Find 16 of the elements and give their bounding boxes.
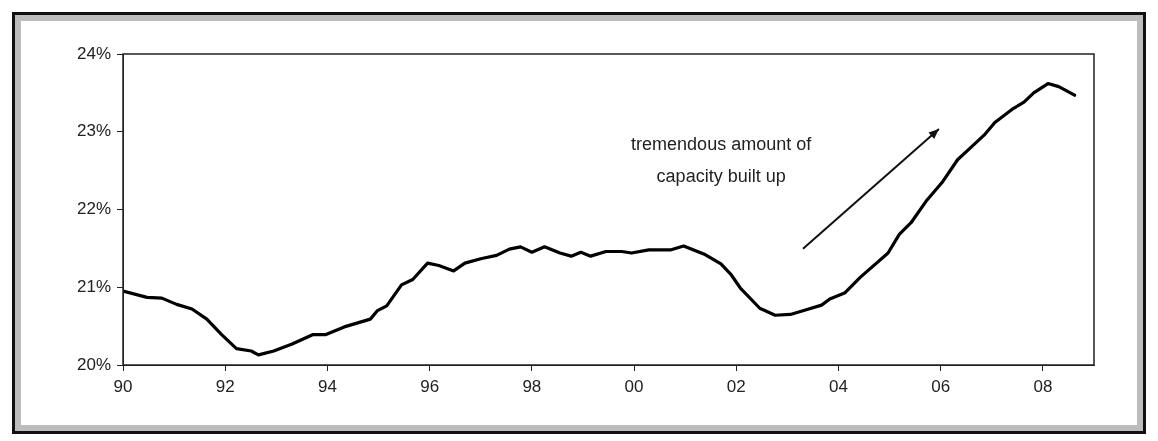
y-tick-label: 21% (76, 276, 111, 296)
y-tick-label: 20% (76, 354, 111, 374)
x-tick-label: 98 (522, 376, 542, 396)
x-tick-label: 90 (113, 376, 133, 396)
y-tick-label: 22% (76, 199, 111, 219)
y-tick-label: 23% (76, 121, 111, 141)
annotation: tremendous amount of capacity built up (631, 134, 813, 187)
y-tick-label: 24% (76, 43, 111, 63)
x-tick-label: 04 (829, 376, 848, 396)
x-tick-label: 96 (420, 376, 440, 396)
x-tick-label: 08 (1033, 376, 1053, 396)
x-tick-label: 02 (726, 376, 746, 396)
x-tick-label: 06 (931, 376, 951, 396)
x-tick-label: 94 (317, 376, 337, 396)
x-tick-label: 92 (215, 376, 235, 396)
x-tick-label: 00 (624, 376, 644, 396)
